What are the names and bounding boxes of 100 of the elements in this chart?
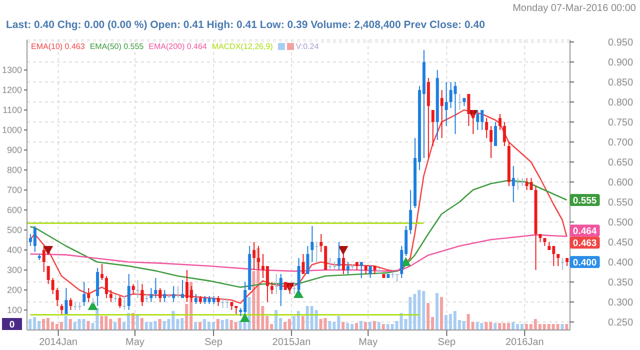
x-tick-label: May bbox=[358, 337, 378, 348]
y-tick-label: 0.450 bbox=[608, 238, 634, 249]
candlestick bbox=[172, 286, 176, 302]
candlestick bbox=[270, 282, 274, 294]
y-tick-label: 0.900 bbox=[608, 58, 634, 69]
bar bbox=[560, 324, 564, 330]
bar bbox=[319, 319, 322, 330]
candlestick bbox=[274, 274, 278, 294]
candlestick bbox=[315, 242, 318, 262]
candlestick bbox=[444, 82, 448, 126]
candlestick bbox=[51, 278, 54, 294]
bar bbox=[198, 322, 202, 330]
data-label: 0.464 bbox=[572, 226, 598, 238]
candlestick bbox=[279, 274, 282, 306]
data-label: 0.463 bbox=[572, 238, 597, 250]
x-tick-label: 2016Jan bbox=[505, 337, 544, 348]
x-tick-label: 2014Jan bbox=[39, 337, 78, 348]
candlestick bbox=[176, 286, 180, 298]
x-tick-label: Sep bbox=[438, 337, 456, 348]
candlestick bbox=[163, 290, 166, 302]
y-tick-label: 0.350 bbox=[608, 278, 634, 289]
bar bbox=[342, 322, 345, 330]
bar bbox=[86, 321, 90, 330]
y2-tick-label: 1200 bbox=[2, 85, 22, 96]
bar bbox=[440, 297, 443, 330]
candlestick bbox=[440, 90, 444, 138]
candlestick bbox=[109, 290, 112, 302]
candlestick bbox=[320, 234, 323, 252]
bar bbox=[377, 322, 380, 330]
y2-tick-label: 500 bbox=[6, 225, 22, 236]
bar bbox=[372, 321, 376, 330]
bar bbox=[225, 319, 228, 330]
bar bbox=[368, 322, 372, 330]
bar bbox=[42, 319, 46, 330]
candlestick bbox=[297, 258, 300, 294]
bar bbox=[512, 322, 515, 330]
candlestick bbox=[346, 262, 350, 274]
candlestick bbox=[87, 288, 90, 302]
candlestick bbox=[252, 242, 256, 270]
bar bbox=[565, 324, 568, 330]
y-tick-label: 0.250 bbox=[608, 318, 634, 329]
bar bbox=[140, 318, 144, 330]
bar bbox=[64, 316, 68, 330]
candlestick bbox=[140, 284, 144, 306]
candlestick bbox=[302, 254, 305, 274]
bar bbox=[216, 319, 220, 330]
text: EMA(200) 0.464 bbox=[148, 42, 207, 51]
bar bbox=[382, 324, 385, 330]
text: 0 bbox=[9, 320, 15, 330]
bar bbox=[484, 322, 488, 330]
bar bbox=[118, 318, 122, 330]
bar bbox=[426, 303, 430, 330]
candlestick bbox=[512, 166, 515, 202]
point bbox=[294, 289, 304, 298]
candlestick bbox=[292, 282, 296, 294]
x-tick-label: May bbox=[126, 337, 144, 348]
legend-label: V:0.24 bbox=[294, 42, 319, 51]
candlestick bbox=[458, 94, 462, 110]
candlestick bbox=[476, 110, 480, 130]
bar bbox=[520, 324, 524, 330]
y-tick-label: 0.600 bbox=[608, 178, 634, 189]
point bbox=[43, 246, 54, 255]
candlestick bbox=[266, 266, 269, 302]
candlestick bbox=[221, 298, 224, 308]
bar bbox=[194, 322, 198, 330]
candlestick bbox=[485, 118, 488, 138]
text: Monday 07-Mar-2016 00:00 bbox=[512, 3, 636, 14]
y-tick-label: 0.500 bbox=[608, 218, 634, 229]
candlestick bbox=[454, 82, 457, 134]
candlestick bbox=[42, 246, 46, 272]
bar bbox=[288, 319, 291, 330]
y2-tick-label: 800 bbox=[6, 165, 22, 176]
text: EMA(50) 0.555 bbox=[90, 42, 144, 51]
y2-tick-label: 700 bbox=[6, 185, 22, 196]
candlestick bbox=[257, 246, 260, 270]
bar bbox=[498, 323, 502, 330]
candlestick bbox=[132, 284, 135, 294]
line-series bbox=[30, 109, 568, 304]
bar bbox=[212, 322, 215, 330]
bar bbox=[328, 321, 332, 330]
x-tick-label: 2015Jan bbox=[272, 337, 311, 348]
candlestick bbox=[127, 274, 130, 310]
bar bbox=[494, 323, 497, 330]
bar bbox=[324, 318, 327, 330]
y2-tick-label: 1300 bbox=[2, 65, 22, 76]
candlestick bbox=[100, 264, 104, 280]
candlestick bbox=[502, 122, 506, 146]
candlestick bbox=[368, 266, 372, 278]
candlestick bbox=[409, 190, 412, 234]
y2-tick-label: 100 bbox=[6, 305, 22, 316]
candlestick bbox=[431, 110, 434, 146]
candlestick bbox=[56, 288, 59, 306]
candlestick bbox=[69, 298, 72, 310]
bar bbox=[346, 323, 350, 330]
candlestick bbox=[150, 288, 153, 302]
candlestick bbox=[494, 122, 498, 146]
bar bbox=[114, 322, 117, 330]
candlestick bbox=[342, 254, 345, 274]
point bbox=[88, 301, 98, 310]
data-label: 0.555 bbox=[572, 196, 598, 206]
